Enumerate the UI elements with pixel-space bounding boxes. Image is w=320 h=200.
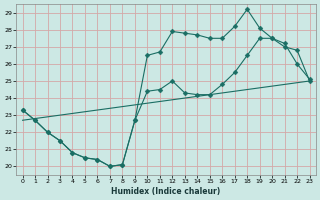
X-axis label: Humidex (Indice chaleur): Humidex (Indice chaleur) bbox=[111, 187, 221, 196]
